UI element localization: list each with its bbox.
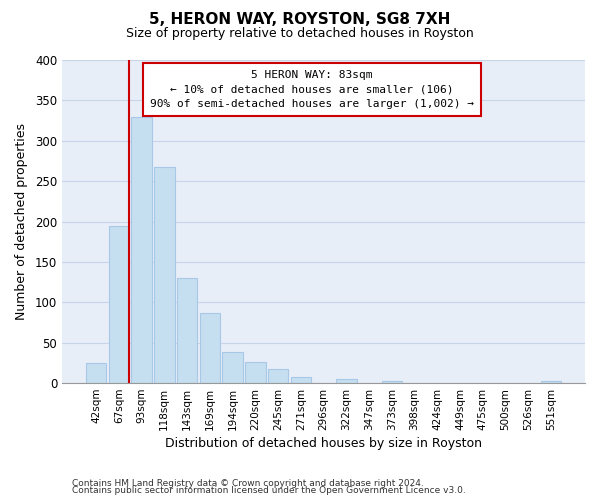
Text: Size of property relative to detached houses in Royston: Size of property relative to detached ho… [126, 28, 474, 40]
Text: 5, HERON WAY, ROYSTON, SG8 7XH: 5, HERON WAY, ROYSTON, SG8 7XH [149, 12, 451, 28]
Bar [86, 363, 106, 383]
Bar [268, 368, 288, 383]
Y-axis label: Number of detached properties: Number of detached properties [15, 123, 28, 320]
Bar [131, 116, 152, 383]
Bar [541, 380, 561, 383]
Text: Contains public sector information licensed under the Open Government Licence v3: Contains public sector information licen… [72, 486, 466, 495]
X-axis label: Distribution of detached houses by size in Royston: Distribution of detached houses by size … [165, 437, 482, 450]
Bar [290, 378, 311, 383]
Bar [245, 362, 266, 383]
Bar [382, 380, 402, 383]
Text: Contains HM Land Registry data © Crown copyright and database right 2024.: Contains HM Land Registry data © Crown c… [72, 478, 424, 488]
Bar [109, 226, 129, 383]
Bar [154, 168, 175, 383]
Bar [336, 379, 356, 383]
Bar [223, 352, 243, 383]
Bar [200, 313, 220, 383]
Bar [177, 278, 197, 383]
Text: 5 HERON WAY: 83sqm
← 10% of detached houses are smaller (106)
90% of semi-detach: 5 HERON WAY: 83sqm ← 10% of detached hou… [150, 70, 474, 110]
